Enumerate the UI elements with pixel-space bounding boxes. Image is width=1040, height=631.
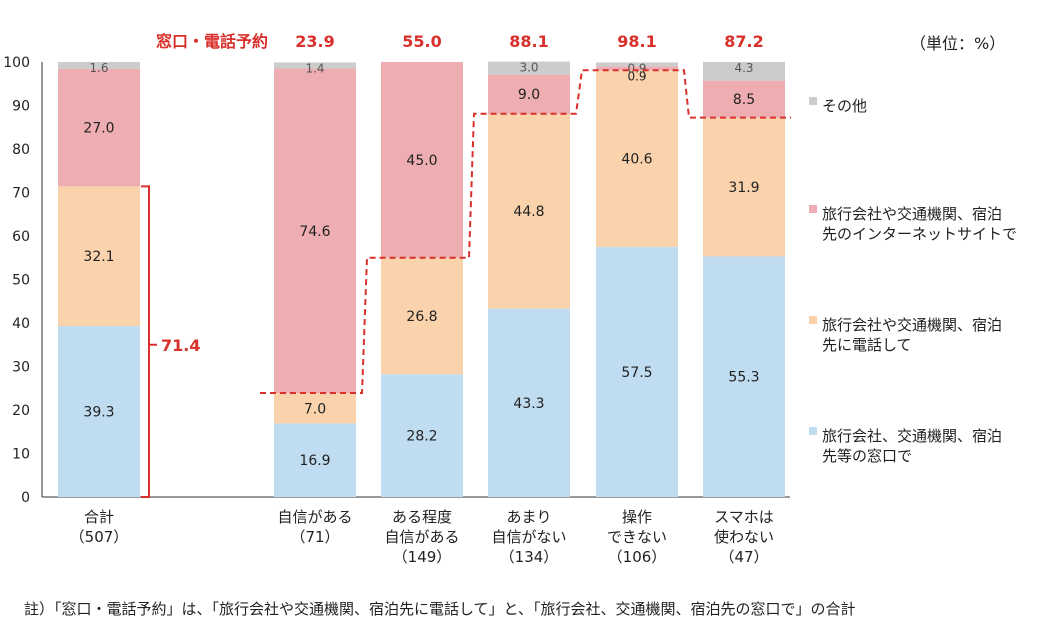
- bar-segment: [703, 256, 785, 497]
- bar-segment: [488, 308, 570, 497]
- category-label: スマホは: [714, 508, 774, 526]
- reservation-total: 23.9: [295, 32, 334, 51]
- data-label: 27.0: [83, 121, 114, 137]
- category-label: 自信がある: [384, 528, 459, 546]
- legend-swatch: [809, 316, 817, 324]
- bracket-label: 71.4: [161, 336, 200, 355]
- data-label: 3.0: [519, 61, 538, 75]
- bar-segment: [381, 257, 463, 375]
- unit-label: （単位：%）: [910, 34, 1006, 53]
- category-label: （149）: [393, 548, 452, 566]
- legend-label: 旅行会社や交通機関、宿泊: [822, 205, 1002, 223]
- data-label: 26.8: [406, 309, 437, 325]
- bar-segment: [58, 326, 140, 497]
- category-label: 自信がある: [277, 508, 352, 526]
- y-tick-label: 80: [12, 142, 30, 158]
- bar-segment: [596, 62, 678, 67]
- category-label: 自信がない: [491, 528, 566, 546]
- data-label: 40.6: [621, 152, 652, 168]
- bar-segment: [381, 374, 463, 497]
- bar-segment: [488, 61, 570, 75]
- total-bracket: [141, 185, 157, 498]
- legend-label: 先等の窓口で: [822, 447, 912, 465]
- data-label: 1.6: [89, 61, 108, 75]
- data-label: 8.5: [733, 92, 755, 108]
- bar-segment: [58, 62, 140, 69]
- bar-segment: [596, 70, 678, 247]
- data-label: 43.3: [513, 396, 544, 412]
- bar-segment: [274, 68, 356, 394]
- category-label: 合計: [84, 508, 114, 526]
- reservation-total: 98.1: [617, 32, 656, 51]
- reservation-step-line: [260, 69, 791, 395]
- category-label: あまり: [506, 508, 551, 526]
- data-label: 44.8: [513, 204, 544, 220]
- bar-segment: [58, 186, 140, 327]
- y-tick-label: 0: [21, 490, 30, 506]
- bar-segment: [274, 393, 356, 424]
- bar-segment: [596, 66, 678, 71]
- legend-swatch: [809, 427, 817, 435]
- bar-segment: [596, 246, 678, 497]
- data-label: 57.5: [621, 365, 652, 381]
- y-tick-label: 10: [12, 447, 30, 463]
- legend-label: 先のインターネットサイトで: [822, 225, 1017, 243]
- data-label: 74.6: [299, 224, 330, 240]
- y-tick-label: 70: [12, 186, 30, 202]
- legend-swatch: [809, 205, 817, 213]
- data-label: 1.4: [305, 61, 324, 75]
- data-label: 4.3: [734, 61, 753, 75]
- y-tick-label: 20: [12, 403, 30, 419]
- category-label: （106）: [608, 548, 667, 566]
- data-label: 9.0: [518, 87, 540, 103]
- reservation-total: 87.2: [724, 32, 763, 51]
- y-tick-label: 40: [12, 316, 30, 332]
- bar-segment: [381, 62, 463, 258]
- data-label: 39.3: [83, 405, 114, 421]
- category-label: （134）: [500, 548, 559, 566]
- data-label: 16.9: [299, 453, 330, 469]
- bar-segment: [274, 423, 356, 497]
- category-label: （71）: [290, 528, 339, 546]
- reservation-total: 55.0: [402, 32, 441, 51]
- category-label: 操作: [622, 508, 652, 526]
- legend-swatch: [809, 97, 817, 105]
- data-label: 32.1: [83, 249, 114, 265]
- data-label: 28.2: [406, 429, 437, 445]
- bar-segment: [703, 62, 785, 81]
- category-label: ある程度: [392, 508, 452, 526]
- reservation-total: 88.1: [509, 32, 548, 51]
- category-label: （507）: [70, 528, 129, 546]
- bar-segment: [488, 74, 570, 114]
- bar-segment: [703, 117, 785, 257]
- bar-segment: [488, 113, 570, 309]
- y-tick-label: 60: [12, 229, 30, 245]
- y-tick-label: 100: [3, 55, 30, 71]
- y-tick-label: 50: [12, 273, 30, 289]
- category-label: 使わない: [714, 528, 774, 546]
- reservation-label: 窓口・電話予約: [156, 32, 268, 51]
- legend-label: その他: [822, 97, 867, 115]
- bar-segment: [274, 62, 356, 69]
- data-label: 0.9: [627, 69, 646, 83]
- y-tick-label: 30: [12, 360, 30, 376]
- bar-segment: [703, 80, 785, 118]
- data-label: 31.9: [728, 180, 759, 196]
- y-tick-label: 90: [12, 99, 30, 115]
- legend-label: 旅行会社、交通機関、宿泊: [822, 427, 1002, 445]
- data-label: 0.9: [627, 61, 646, 75]
- category-label: できない: [607, 528, 667, 546]
- category-label: （47）: [719, 548, 768, 566]
- data-label: 55.3: [728, 370, 759, 386]
- legend-label: 旅行会社や交通機関、宿泊: [822, 316, 1002, 334]
- legend-label: 先に電話して: [822, 336, 912, 354]
- data-label: 7.0: [304, 401, 326, 417]
- bar-segment: [58, 68, 140, 187]
- data-label: 45.0: [406, 153, 437, 169]
- footnote: 註）「窓口・電話予約」は、「旅行会社や交通機関、宿泊先に電話して」と、「旅行会社…: [24, 600, 856, 618]
